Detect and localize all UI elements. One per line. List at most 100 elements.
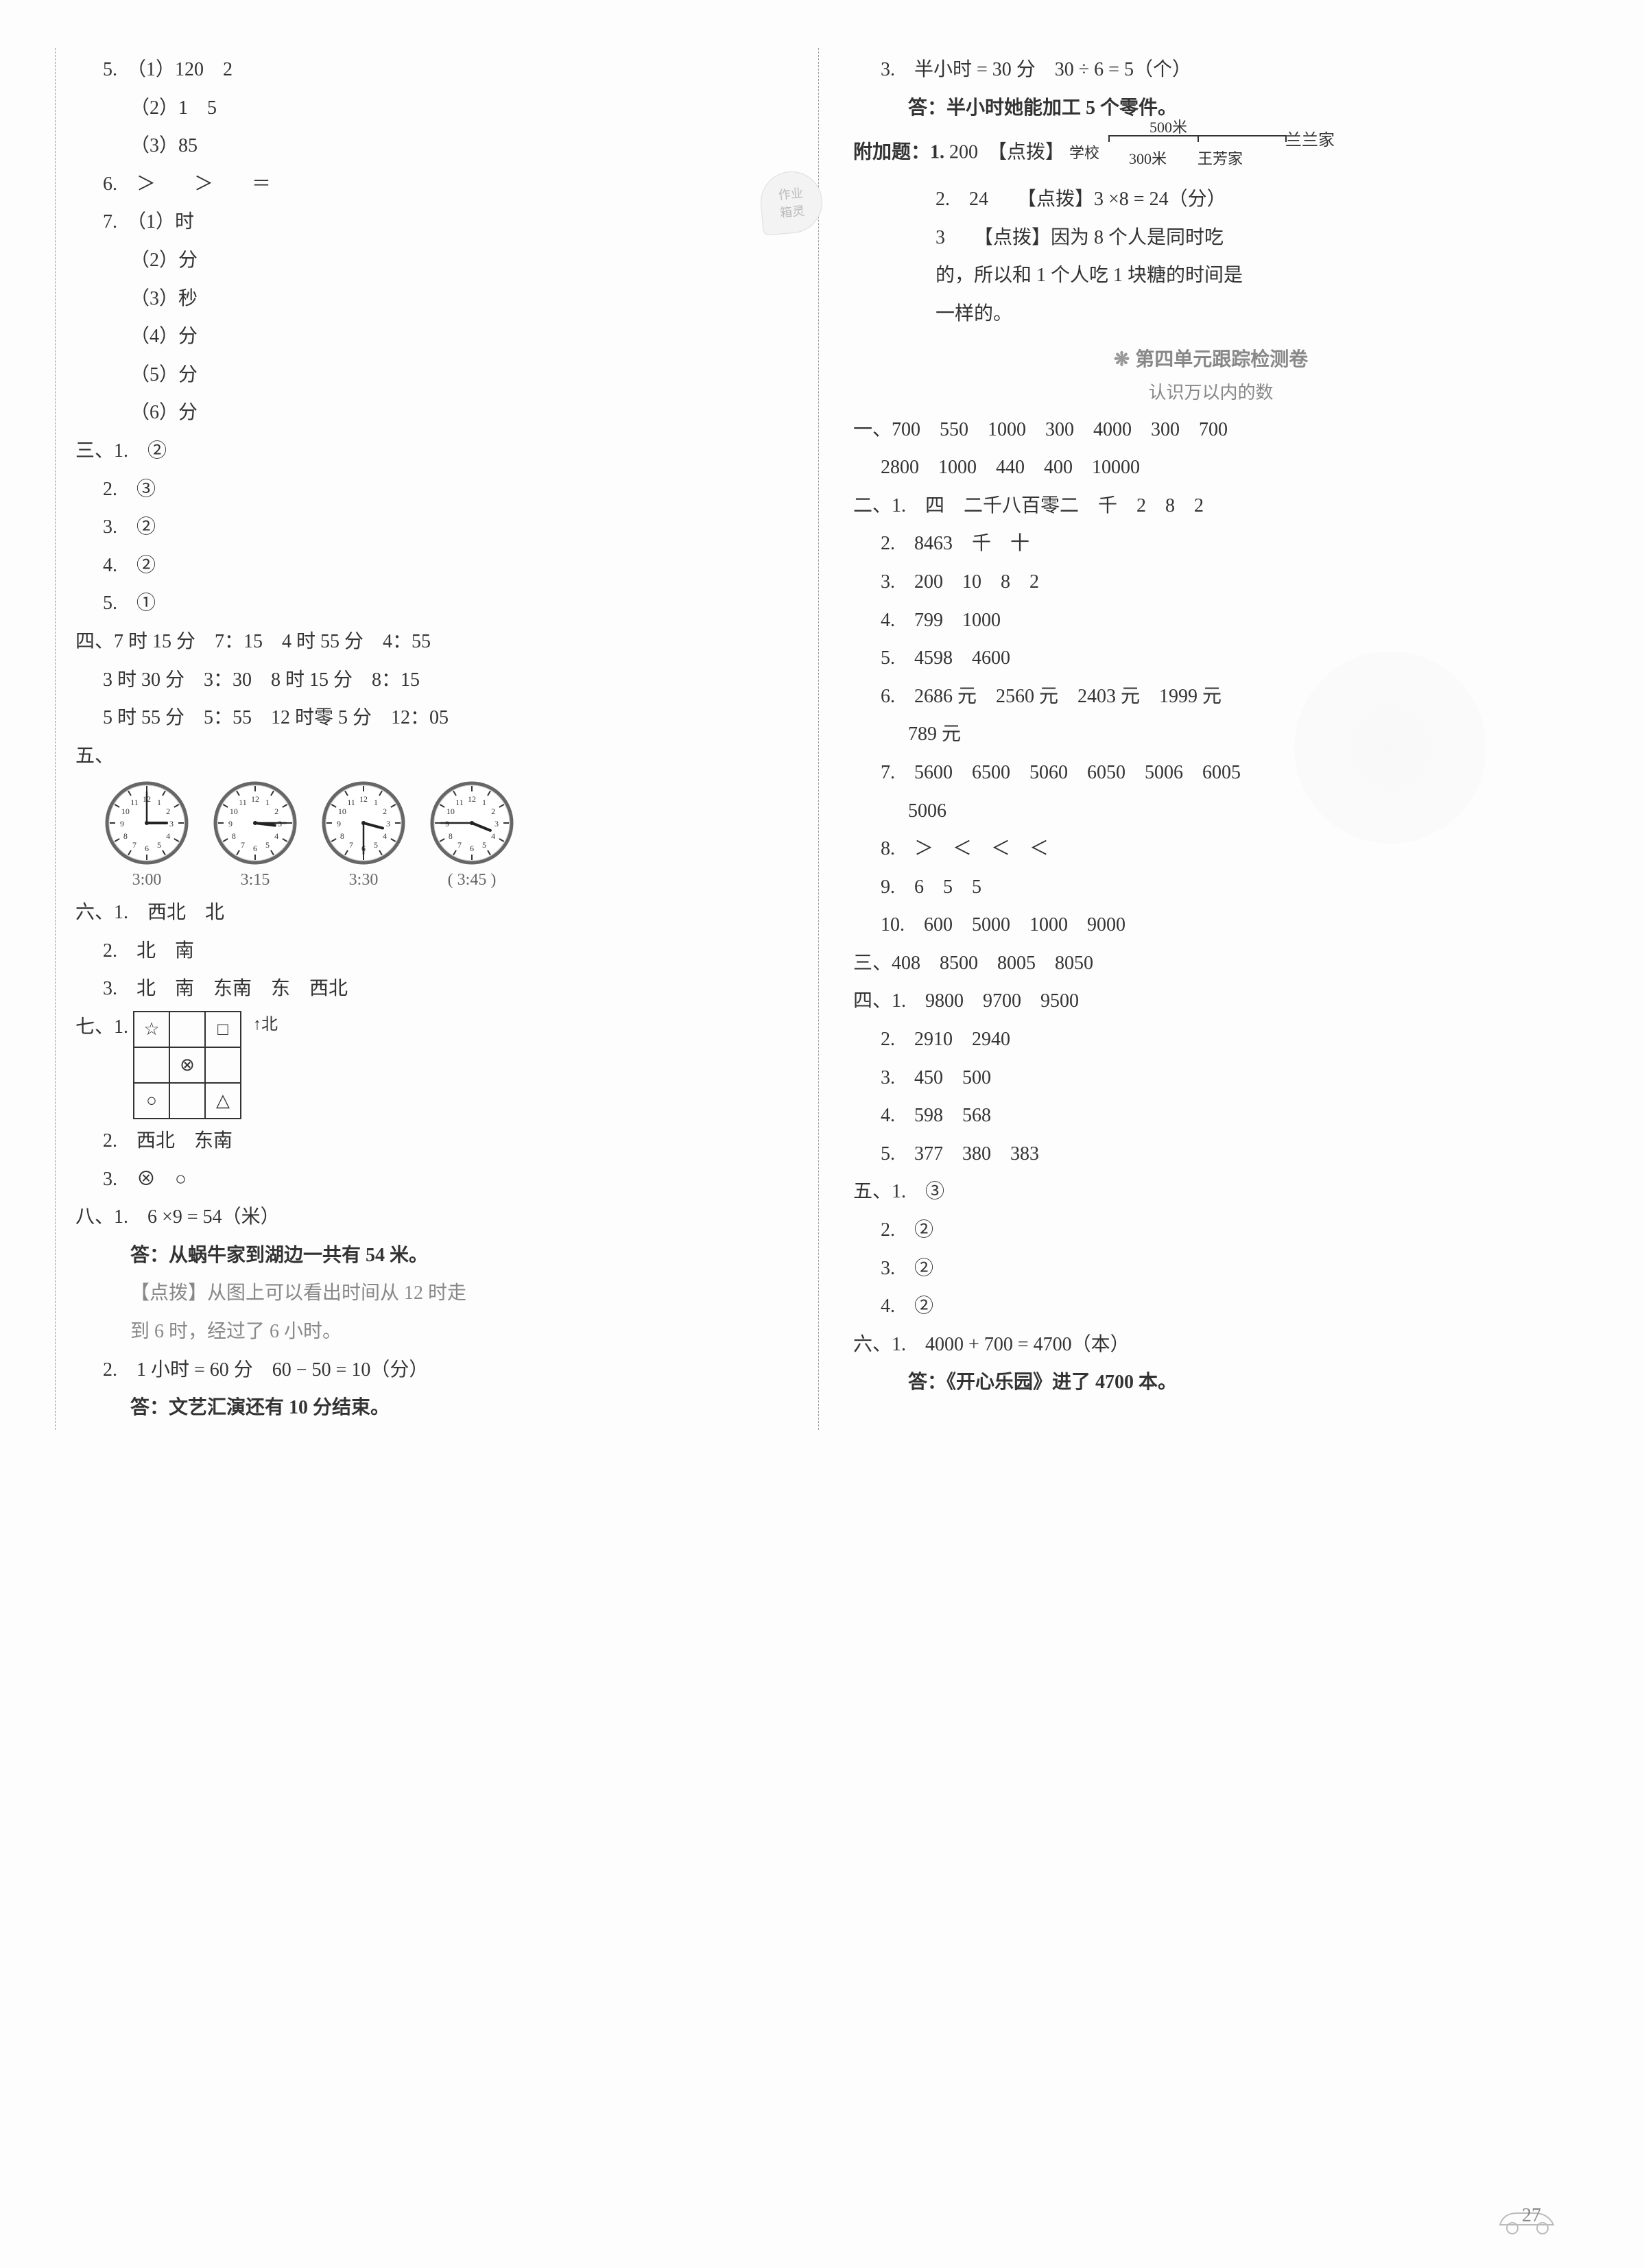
s8-1d: 到 6 时，经过了 6 小时。 [130,1315,791,1348]
u6-1: 六、1. 4000 + 700 = 4700（本） [853,1328,1569,1361]
u4-1-text: 9800 9700 9500 [925,990,1079,1012]
unit-title: ❋第四单元跟踪检测卷 [853,344,1569,372]
svg-text:2: 2 [166,807,170,816]
u3: 三、408 8500 8005 8050 [853,947,1569,980]
diag-bot2: 王芳家 [1198,146,1243,171]
u2-3-text: 200 10 8 2 [914,571,1039,593]
clock: 121234567891011 ( 3:45 ) [428,779,516,890]
svg-text:6: 6 [470,844,474,853]
u5-1: 五、1. ③ [853,1175,1569,1208]
bonus-2a-text: 24 【点拨】3 ×8 = 24（分） [969,189,1226,210]
s4-r2: 3 时 30 分 3：30 8 时 15 分 8：15 [103,664,791,697]
page-number: 27 [1522,2205,1541,2227]
clock: 121234567891011 3:30 [320,779,407,890]
s8-1c: 【点拨】从图上可以看出时间从 12 时走 [130,1277,791,1310]
svg-text:6: 6 [253,844,257,853]
bonus-diagram: 500米 300米 王芳家 兰兰家 [1108,130,1287,178]
q7-1: 7. （1）时 [103,206,791,239]
q5-1: 5. （1）120 2 [103,53,791,86]
u4-label: 四、1. [853,990,906,1012]
u2-10-text: 600 5000 1000 9000 [924,914,1125,935]
u2-9: 9. 6 5 5 [881,871,1569,904]
s3-4: 4. ② [103,549,791,582]
diag-tick2 [1198,135,1199,142]
s3-2-val: ③ [136,479,156,500]
s4-r1: 四、7 时 15 分 7：15 4 时 55 分 4：55 [75,625,791,658]
s7-label: 七、1. [75,1016,128,1038]
svg-text:6: 6 [145,844,149,853]
unit-sub: 认识万以内的数 [853,379,1569,404]
u6-1-text: 4000 + 700 = 4700（本） [925,1334,1130,1355]
u2-9-text: 6 5 5 [914,876,981,898]
u2-1: 二、1. 四 二千八百零二 千 2 8 2 [853,490,1569,523]
s8-2b: 答：文艺汇演还有 10 分结束。 [130,1392,791,1424]
grid-cell [169,1083,205,1119]
svg-text:5: 5 [482,840,486,850]
grid-cell: ☆ [134,1012,169,1047]
q7-2: （2）分 [130,244,791,277]
diag-tick1 [1108,135,1110,142]
u1-label: 一、 [853,419,892,440]
u4-3: 3. 450 500 [881,1062,1569,1095]
u4-4: 4. 598 568 [881,1099,1569,1132]
watermark-circle [1294,652,1486,844]
clock-label: ( 3:45 ) [428,871,516,890]
s3-4-val: ② [136,555,156,576]
svg-text:5: 5 [157,840,161,850]
u2-10: 10. 600 5000 1000 9000 [881,909,1569,942]
bonus-label: 附加题：1. [853,142,944,163]
bonus-1: 附加题：1. 200 【点拨】 学校 500米 300米 王芳家 兰兰家 [853,130,1569,178]
grid-cell: ○ [134,1083,169,1119]
svg-text:5: 5 [374,840,378,850]
paw-icon: ❋ [1114,349,1130,370]
svg-text:1: 1 [157,798,161,807]
u2-4-text: 799 1000 [914,610,1001,631]
s3-3: 3. ② [103,511,791,544]
clock-label: 3:30 [320,871,407,890]
clock-label: 3:00 [103,871,191,890]
s8-2a-text: 1 小时 = 60 分 60 − 50 = 10（分） [136,1359,428,1381]
svg-text:9: 9 [228,819,233,828]
u4-5-text: 377 380 383 [914,1143,1039,1165]
s4-r3: 5 时 55 分 5：55 12 时零 5 分 12：05 [103,702,791,735]
svg-text:4: 4 [166,831,170,841]
s6-label: 六、1. [75,902,128,923]
u5-2-text: ② [914,1219,933,1241]
svg-text:8: 8 [340,831,344,841]
bonus-2b: 3 【点拨】因为 8 个人是同时吃 [936,222,1569,254]
s8-1b: 答：从蜗牛家到湖边一共有 54 米。 [130,1239,791,1272]
svg-text:8: 8 [449,831,453,841]
u5-1-text: ③ [925,1181,944,1202]
u5-4: 4. ② [881,1290,1569,1323]
svg-text:2: 2 [491,807,495,816]
svg-text:4: 4 [274,831,278,841]
q7-6: （6）分 [130,396,791,429]
svg-text:7: 7 [349,840,353,850]
u3-text: 408 8500 8005 8050 [892,953,1093,974]
s8-1a: 八、1. 6 ×9 = 54（米） [75,1201,791,1234]
stamp-line2: 箱灵 [779,201,805,221]
diag-right: 兰兰家 [1285,127,1335,155]
s3-5: 5. ① [103,587,791,620]
svg-text:10: 10 [446,807,455,816]
left-column: 作业 箱灵 5. （1）120 2 （2）1 5 （3）85 6. ＞ ＞ ＝ … [75,48,819,1430]
svg-text:10: 10 [338,807,346,816]
svg-text:2: 2 [383,807,387,816]
r-q3b: 答：半小时她能加工 5 个零件。 [908,92,1569,125]
q6-text: ＞ ＞ ＝ [136,174,271,195]
s3-label: 三、1. [75,440,128,462]
svg-text:4: 4 [491,831,495,841]
svg-text:1: 1 [482,798,486,807]
svg-text:3: 3 [495,819,499,828]
bonus-school: 学校 [1069,145,1099,162]
s6-2: 2. 北 南 [103,935,791,968]
svg-text:8: 8 [232,831,236,841]
bonus-2a: 2. 24 【点拨】3 ×8 = 24（分） [936,183,1569,216]
r-q3a-text: 半小时 = 30 分 30 ÷ 6 = 5（个） [914,59,1191,80]
svg-text:3: 3 [169,819,174,828]
r-q3a: 3. 半小时 = 30 分 30 ÷ 6 = 5（个） [881,53,1569,86]
s6-1-val: 西北 北 [147,902,224,923]
clock: 121234567891011 3:15 [211,779,299,890]
svg-text:7: 7 [241,840,245,850]
u5-3: 3. ② [881,1252,1569,1285]
